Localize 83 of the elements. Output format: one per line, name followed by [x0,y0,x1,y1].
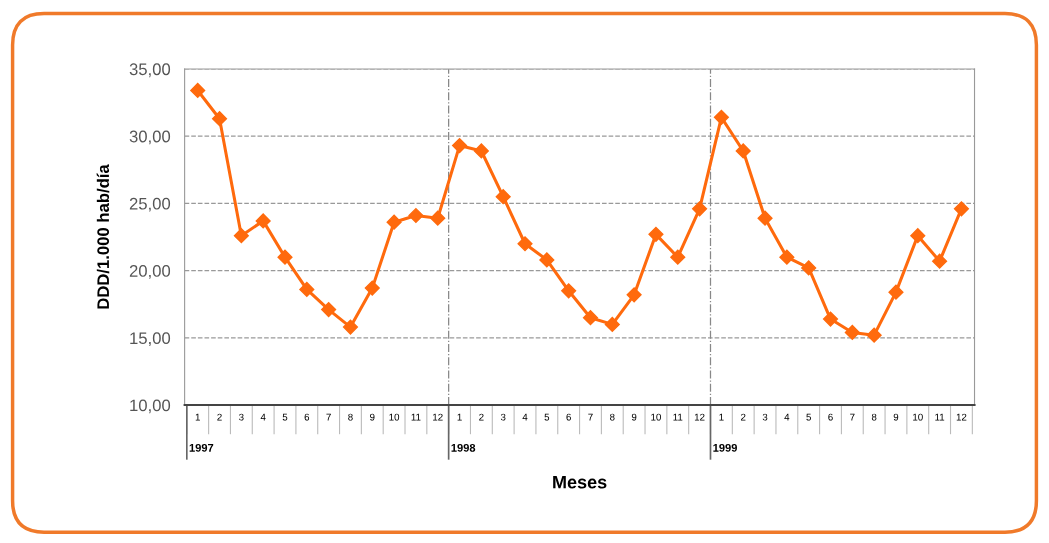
point [495,189,511,205]
point [670,249,686,265]
y-tick-label: 20,00 [129,265,171,279]
x-tick-label: 5 [806,413,811,421]
x-tick-label: 10 [651,413,661,421]
x-tick-label: 12 [433,413,443,421]
y-tick-label: 35,00 [129,63,171,78]
x-tick-label: 4 [522,413,528,421]
point [801,260,817,276]
x-tick-label: 11 [411,413,421,421]
x-tick-label: 8 [871,413,877,421]
point [561,283,577,299]
point [255,213,271,229]
point [408,207,424,224]
point [342,319,359,335]
x-tick-label: 7 [850,413,855,421]
point [299,281,315,298]
text: 1997 [189,443,214,452]
point [888,284,904,300]
x-tick-label: 4 [784,413,790,421]
point [844,324,860,341]
x-tick-label: 7 [588,413,593,421]
x-tick-label: 1 [719,413,724,421]
x-tick-label: 9 [893,413,899,421]
x-tick-label: 2 [217,413,222,421]
y-tick-label: 15,00 [130,332,171,347]
x-tick-label: 8 [348,413,353,421]
point [190,82,206,99]
point [910,228,926,244]
x-tick-label: 6 [304,413,310,421]
point [233,228,249,244]
point [386,214,402,230]
point [277,249,293,265]
x-tick-label: 12 [694,413,705,421]
point [517,236,533,252]
x-tick-label: 1 [457,413,462,421]
x-tick-label: 4 [260,413,266,421]
y-tick-label: 25,00 [129,197,171,212]
point [451,138,468,154]
point [779,249,795,265]
x-tick-label: 3 [762,413,768,421]
point [713,109,729,125]
x-axis-title: Meses [553,475,607,489]
y-tick-label: 30,00 [129,130,171,145]
point [539,252,555,268]
y-axis-title: DDD/1.000 hab/día [96,164,110,309]
x-tick-label: 10 [389,413,400,421]
x-tick-label: 9 [631,413,637,421]
x-tick-label: 6 [566,413,571,421]
point [757,210,773,226]
x-tick-label: 5 [544,413,550,421]
point [866,327,882,343]
point [953,201,969,217]
text: 1999 [713,443,737,452]
point [822,311,839,327]
x-tick-label: 3 [500,413,506,421]
point [582,310,599,326]
x-tick-label: 11 [935,413,945,421]
x-tick-label: 2 [741,413,746,421]
point [364,280,380,296]
x-tick-label: 12 [956,413,967,421]
point [430,210,446,226]
x-tick-label: 3 [239,413,244,421]
x-tick-label: 1 [195,413,200,421]
x-tick-label: 5 [282,413,288,421]
point [626,287,642,303]
point [735,143,751,159]
x-tick-label: 10 [913,413,923,421]
x-tick-label: 2 [479,413,484,421]
point [692,201,708,217]
y-tick-label: 10,00 [130,399,171,414]
x-tick-label: 7 [326,413,331,421]
x-tick-label: 11 [673,413,683,421]
point [604,316,620,332]
text: 1998 [451,443,476,452]
point [321,302,337,318]
x-tick-label: 6 [828,413,833,421]
point [932,253,948,269]
point [473,143,489,159]
x-tick-label: 9 [370,413,375,421]
point [648,226,664,242]
point [211,111,228,127]
x-tick-label: 8 [610,413,615,421]
